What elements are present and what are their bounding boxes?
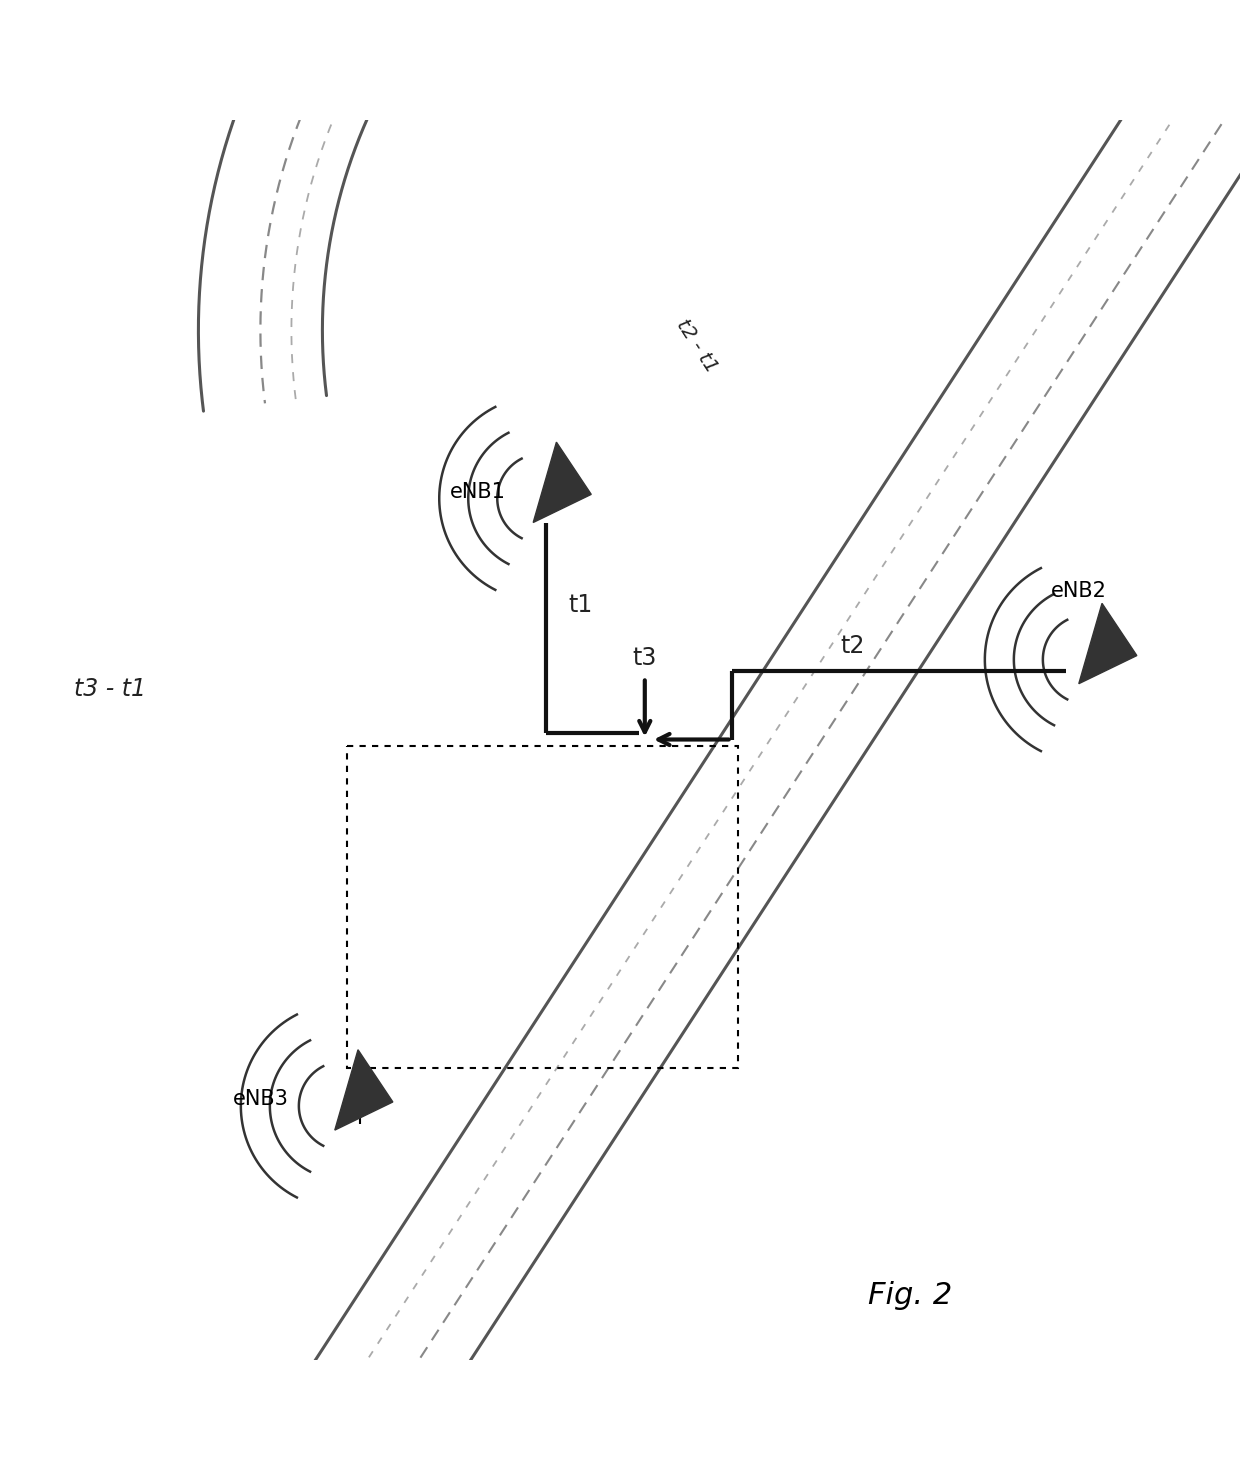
Text: eNB2: eNB2: [1050, 581, 1107, 600]
Text: t2: t2: [841, 633, 864, 658]
Text: Fig. 2: Fig. 2: [868, 1281, 952, 1310]
Text: t2 - t1: t2 - t1: [672, 317, 720, 376]
Text: eNB3: eNB3: [232, 1089, 289, 1109]
Text: t3 - t1: t3 - t1: [74, 677, 146, 701]
Text: t3: t3: [632, 646, 657, 670]
Polygon shape: [335, 1050, 393, 1130]
Text: t1: t1: [568, 593, 593, 617]
Polygon shape: [533, 442, 591, 522]
Polygon shape: [1079, 603, 1137, 683]
Bar: [347, 745, 738, 1068]
Text: eNB1: eNB1: [449, 482, 506, 501]
